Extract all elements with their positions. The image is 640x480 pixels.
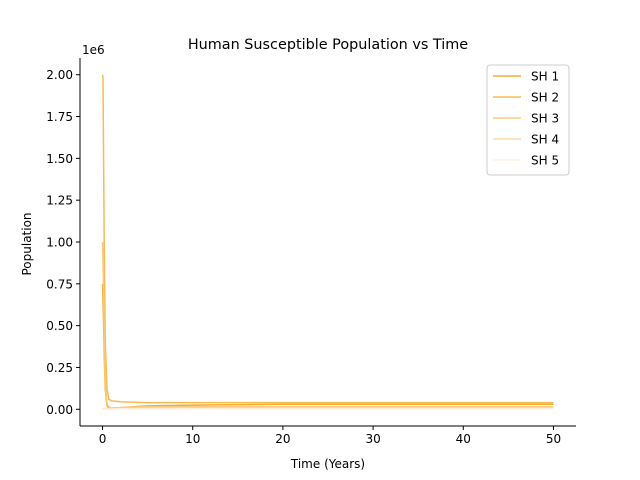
legend-label-5: SH 5	[531, 154, 559, 168]
x-axis-label: Time (Years)	[290, 457, 365, 471]
x-tick-label: 0	[99, 432, 107, 446]
y-axis-label: Population	[20, 212, 34, 275]
y-tick-label: 1.75	[46, 110, 73, 124]
legend-label-2: SH 2	[531, 91, 559, 105]
legend-label-1: SH 1	[531, 70, 559, 84]
y-offset-label: 1e6	[82, 43, 105, 57]
x-ticks: 0 10 20 30 40 50	[99, 426, 561, 446]
x-tick-label: 30	[365, 432, 380, 446]
y-ticks: 0.00 0.25 0.50 0.75 1.00 1.25 1.50 1.75 2.00	[46, 68, 80, 417]
y-tick-label: 1.50	[46, 152, 73, 166]
plot-lines	[101, 74, 554, 411]
series-line-3	[101, 241, 554, 409]
legend: SH 1 SH 2 SH 3 SH 4 SH 5	[486, 64, 570, 176]
x-tick-label: 20	[275, 432, 290, 446]
y-tick-label: 0.00	[46, 403, 73, 417]
legend-box	[486, 64, 570, 176]
x-tick-label: 50	[546, 432, 561, 446]
x-tick-label: 10	[185, 432, 200, 446]
y-tick-label: 0.50	[46, 319, 73, 333]
x-tick-label: 40	[456, 432, 471, 446]
series-line-2	[101, 74, 554, 404]
y-tick-label: 1.00	[46, 236, 73, 250]
y-tick-label: 1.25	[46, 194, 73, 208]
legend-label-4: SH 4	[531, 133, 559, 147]
y-tick-label: 0.75	[46, 277, 73, 291]
legend-label-3: SH 3	[531, 112, 559, 126]
y-tick-label: 0.25	[46, 361, 73, 375]
chart-title: Human Susceptible Population vs Time	[188, 37, 468, 53]
y-tick-label: 2.00	[46, 68, 73, 82]
